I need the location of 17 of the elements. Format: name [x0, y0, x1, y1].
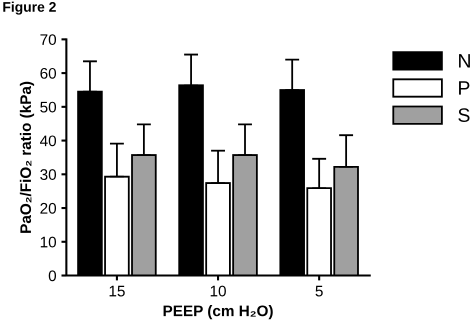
y-tick-label: 0 [48, 270, 56, 282]
legend-label: S [458, 108, 470, 122]
x-tick-label: 5 [316, 286, 323, 296]
y-axis-title: PaO₂/FiO₂ ratio (kPa) [20, 82, 34, 233]
y-tick-label: 70 [40, 34, 56, 46]
legend-label: P [459, 81, 470, 95]
y-tick-label: 40 [40, 135, 56, 146]
chart-title: Figure 2 [3, 2, 56, 15]
x-tick-label: 15 [110, 286, 125, 296]
y-tick-label: 60 [40, 68, 56, 79]
x-axis-title: PEEP (cm H₂O) [164, 305, 273, 320]
y-tick-label: 30 [40, 169, 56, 180]
y-tick-label: 20 [40, 202, 56, 214]
y-tick-label: 10 [40, 236, 56, 248]
x-tick-label: 10 [210, 286, 226, 296]
y-tick-label: 50 [40, 102, 56, 113]
legend-label: N [459, 54, 470, 68]
